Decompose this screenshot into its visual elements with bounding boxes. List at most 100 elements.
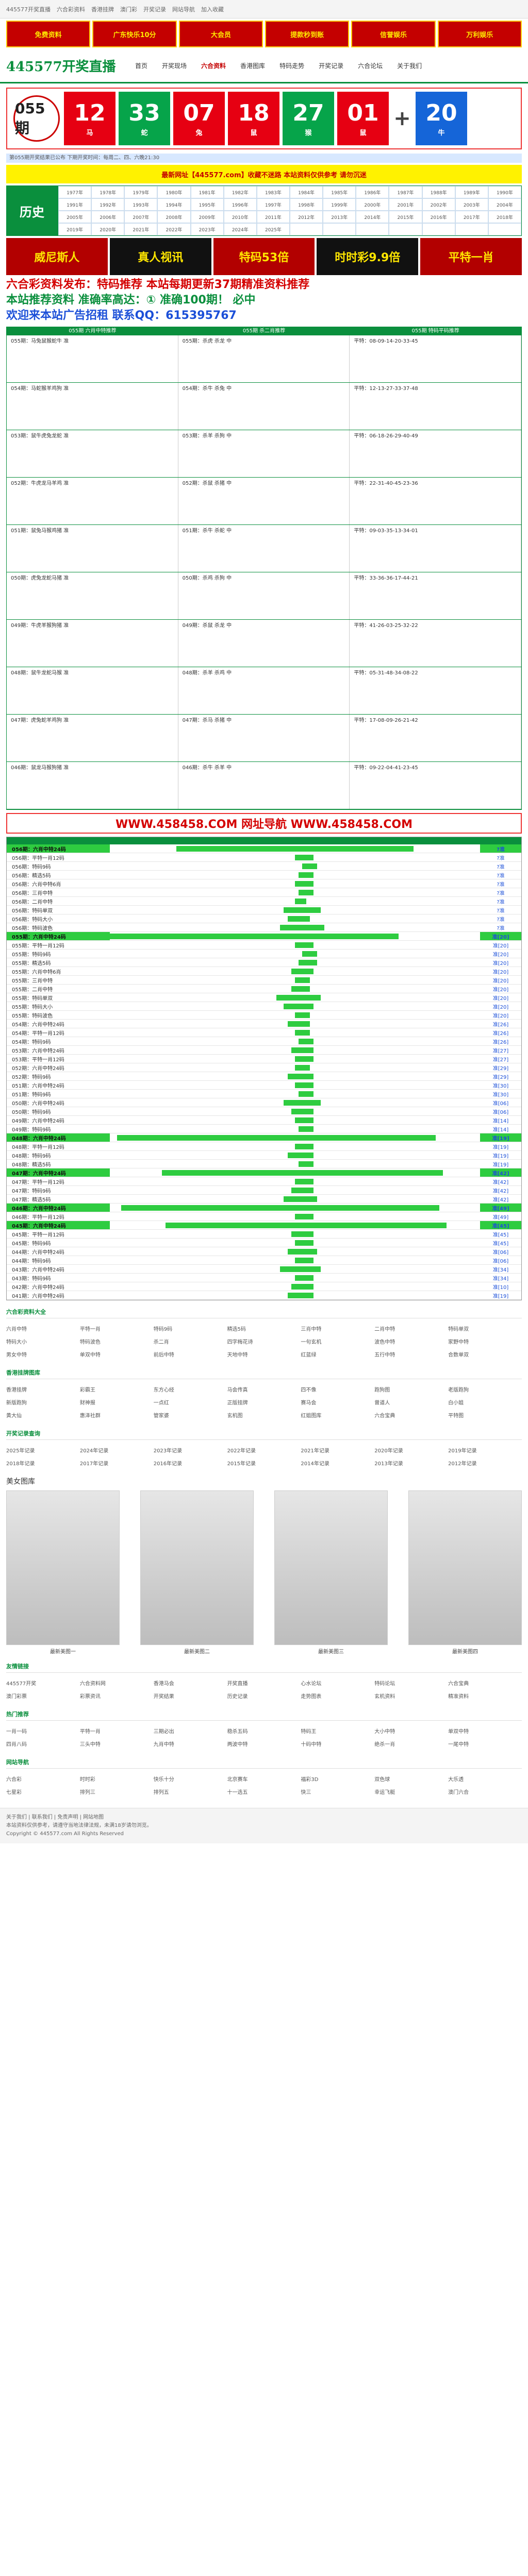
section-link[interactable]: 历史记录	[227, 1694, 248, 1700]
trend-result[interactable]: 准[29]	[492, 1065, 509, 1072]
section-link[interactable]: 正版挂牌	[227, 1400, 248, 1406]
history-year[interactable]: 1991年	[58, 198, 92, 211]
trend-result[interactable]: 准[42]	[492, 1197, 509, 1203]
section-link[interactable]: 开奖直播	[227, 1681, 248, 1687]
section-link[interactable]: 幸运飞艇	[374, 1790, 395, 1795]
nav-item[interactable]: 特码走势	[279, 62, 305, 70]
section-link[interactable]: 2018年记录	[6, 1461, 35, 1467]
photo-image[interactable]	[140, 1490, 254, 1645]
promo-cell[interactable]: 真人视讯	[109, 238, 211, 275]
history-year[interactable]: 1987年	[389, 186, 422, 198]
history-year[interactable]: 2004年	[488, 198, 521, 211]
section-link[interactable]: 一句玄机	[301, 1340, 322, 1345]
section-link[interactable]: 特码大小	[6, 1340, 27, 1345]
trend-result[interactable]: ?准	[497, 846, 505, 853]
section-link[interactable]: 惠泽社群	[79, 1413, 101, 1419]
history-year[interactable]: 2020年	[91, 223, 125, 235]
section-link[interactable]: 2021年记录	[301, 1448, 329, 1454]
history-year[interactable]: 2016年	[422, 211, 455, 223]
ad-cell[interactable]: 大会员	[178, 21, 263, 47]
trend-result[interactable]: 准[19]	[492, 1293, 509, 1299]
section-link[interactable]: 管家婆	[153, 1413, 169, 1419]
trend-result[interactable]: ?准	[497, 908, 505, 914]
promo-cell[interactable]: 特码53倍	[213, 238, 315, 275]
history-year[interactable]: 1981年	[190, 186, 224, 198]
section-link[interactable]: 红姐图库	[301, 1413, 322, 1419]
history-year[interactable]: 1979年	[124, 186, 158, 198]
history-year[interactable]: 2014年	[356, 211, 389, 223]
history-year[interactable]: 1986年	[356, 186, 389, 198]
trend-result[interactable]: 准[10]	[492, 1284, 509, 1291]
section-link[interactable]: 六合资料网	[79, 1681, 106, 1687]
history-year[interactable]: 1988年	[422, 186, 455, 198]
section-link[interactable]: 特码论坛	[374, 1681, 395, 1687]
history-year[interactable]: 2008年	[157, 211, 191, 223]
section-link[interactable]: 澳门彩票	[6, 1694, 27, 1700]
section-link[interactable]: 四字梅花诗	[227, 1340, 253, 1345]
section-link[interactable]: 杀二肖	[153, 1340, 169, 1345]
section-link[interactable]: 平特一肖	[79, 1327, 101, 1332]
nav-item[interactable]: 开奖记录	[319, 62, 344, 70]
history-year[interactable]: 1996年	[223, 198, 257, 211]
section-link[interactable]: 一肖一码	[6, 1729, 27, 1735]
trend-result[interactable]: 准[20]	[492, 952, 509, 958]
photo-image[interactable]	[408, 1490, 522, 1645]
section-link[interactable]: 2022年记录	[227, 1448, 256, 1454]
section-link[interactable]: 精选5码	[227, 1327, 246, 1332]
history-year[interactable]: 2025年	[256, 223, 290, 235]
section-link[interactable]: 单双中特	[448, 1729, 469, 1735]
section-link[interactable]: 特码单双	[448, 1327, 469, 1332]
photo-card[interactable]: 最新美图三	[274, 1490, 388, 1655]
history-year[interactable]: 1998年	[290, 198, 323, 211]
section-link[interactable]: 白小姐	[448, 1400, 464, 1406]
history-year[interactable]: 2009年	[190, 211, 224, 223]
section-link[interactable]: 大小中特	[374, 1729, 395, 1735]
topbar-link[interactable]: 六合彩资料	[57, 6, 85, 13]
history-year[interactable]: 2012年	[290, 211, 323, 223]
section-link[interactable]: 快三	[301, 1790, 311, 1795]
section-link[interactable]: 财神报	[79, 1400, 95, 1406]
section-link[interactable]: 走势图表	[301, 1694, 322, 1700]
trend-result[interactable]: ?准	[497, 890, 505, 896]
section-link[interactable]: 曾道人	[374, 1400, 390, 1406]
trend-result[interactable]: 准[49]	[492, 1214, 509, 1221]
history-year[interactable]: 1994年	[157, 198, 191, 211]
trend-result[interactable]: 准[20]	[492, 969, 509, 975]
section-link[interactable]: 一尾中特	[448, 1742, 469, 1748]
ad-cell[interactable]: 免费资料	[6, 21, 91, 47]
section-link[interactable]: 2024年记录	[79, 1448, 109, 1454]
history-year[interactable]: 1992年	[91, 198, 125, 211]
trend-result[interactable]: 准[42]	[492, 1171, 509, 1177]
section-link[interactable]: 一点红	[153, 1400, 169, 1406]
trend-result[interactable]: 准[06]	[492, 1249, 509, 1256]
trend-result[interactable]: 准[20]	[492, 987, 509, 993]
history-year[interactable]: 2021年	[124, 223, 158, 235]
trend-result[interactable]: ?准	[497, 925, 505, 931]
history-year[interactable]: 2010年	[223, 211, 257, 223]
trend-result[interactable]: ?准	[497, 882, 505, 888]
trend-result[interactable]: 准[20]	[492, 960, 509, 967]
history-year[interactable]: 1997年	[256, 198, 290, 211]
trend-result[interactable]: 准[19]	[492, 1144, 509, 1150]
trend-result[interactable]: 准[42]	[492, 1179, 509, 1185]
history-year[interactable]: 2015年	[389, 211, 422, 223]
section-link[interactable]: 老版跑狗	[448, 1387, 469, 1393]
photo-card[interactable]: 最新美图二	[140, 1490, 254, 1655]
history-year[interactable]: 2017年	[455, 211, 488, 223]
section-link[interactable]: 东方心经	[153, 1387, 174, 1393]
section-link[interactable]: 2012年记录	[448, 1461, 477, 1467]
section-link[interactable]: 男女中特	[6, 1352, 27, 1358]
section-link[interactable]: 特码波色	[79, 1340, 101, 1345]
section-link[interactable]: 新版跑狗	[6, 1400, 27, 1406]
section-link[interactable]: 六肖中特	[6, 1327, 27, 1332]
trend-result[interactable]: 准[14]	[492, 1118, 509, 1124]
trend-result[interactable]: 准[30]	[492, 1083, 509, 1089]
section-link[interactable]: 波色中特	[374, 1340, 395, 1345]
history-year[interactable]: 2007年	[124, 211, 158, 223]
section-link[interactable]: 特码王	[301, 1729, 317, 1735]
photo-image[interactable]	[274, 1490, 388, 1645]
trend-result[interactable]: 准[06]	[492, 1109, 509, 1115]
promo-cell[interactable]: 平特一肖	[420, 238, 522, 275]
section-link[interactable]: 前后中特	[153, 1352, 174, 1358]
history-year[interactable]: 2002年	[422, 198, 455, 211]
